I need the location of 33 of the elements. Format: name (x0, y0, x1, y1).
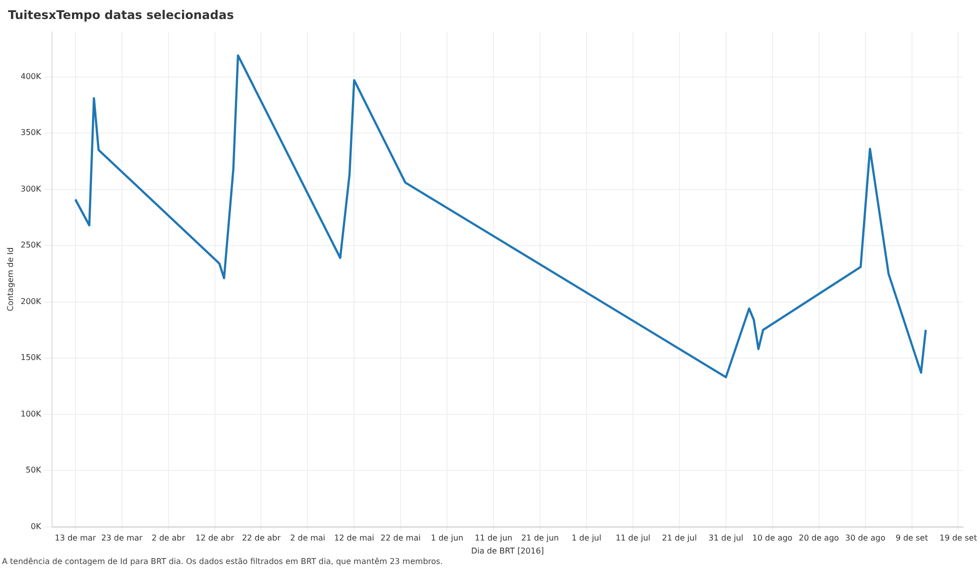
x-tick-label: 2 de abr (152, 534, 186, 543)
x-tick-label: 31 de jul (708, 534, 744, 543)
x-tick-label: 20 de ago (798, 534, 840, 543)
y-tick-label: 200K (20, 296, 42, 306)
y-tick-label: 400K (20, 72, 42, 81)
x-tick-label: 13 de mar (54, 534, 97, 543)
text: A tendência de contagem de Id para BRT dia. Os dados estão filtrados em BRT dia, que mantêm 23 membros. (2, 557, 443, 566)
y-tick-label: 50K (26, 466, 42, 475)
chart-title: TuitesxTempo datas selecionadas (8, 8, 234, 22)
x-tick-label: 11 de jun (474, 534, 512, 543)
x-tick-label: 2 de mai (290, 534, 326, 543)
y-tick-label: 150K (20, 353, 42, 362)
y-tick-label: 350K (20, 128, 42, 138)
y-axis-title: Contagem de Id (6, 247, 15, 312)
x-tick-label: 22 de abr (242, 534, 282, 543)
x-tick-label: 30 de ago (845, 534, 886, 543)
x-tick-label: 10 de ago (752, 534, 793, 543)
x-tick-label: 11 de jul (616, 534, 650, 543)
x-tick-label: 21 de jun (521, 534, 559, 543)
x-tick-label: 12 de abr (195, 534, 235, 543)
x-tick-label: 1 de jul (572, 534, 602, 543)
y-tick-label: 300K (20, 184, 42, 194)
x-tick-label: 23 de mar (101, 534, 144, 543)
x-tick-label: 22 de mai (380, 534, 421, 543)
x-tick-label: 21 de jul (662, 534, 697, 543)
x-tick-label: 12 de mai (334, 534, 374, 543)
y-tick-label: 250K (20, 240, 42, 250)
x-tick-label: 19 de set (939, 534, 977, 543)
y-tick-label: 100K (20, 409, 42, 418)
y-tick-label: 0K (30, 522, 42, 531)
x-axis-title: Dia de BRT [2016] (471, 546, 544, 556)
x-tick-label: 1 de jun (430, 534, 464, 543)
x-tick-label: 9 de set (896, 534, 928, 543)
